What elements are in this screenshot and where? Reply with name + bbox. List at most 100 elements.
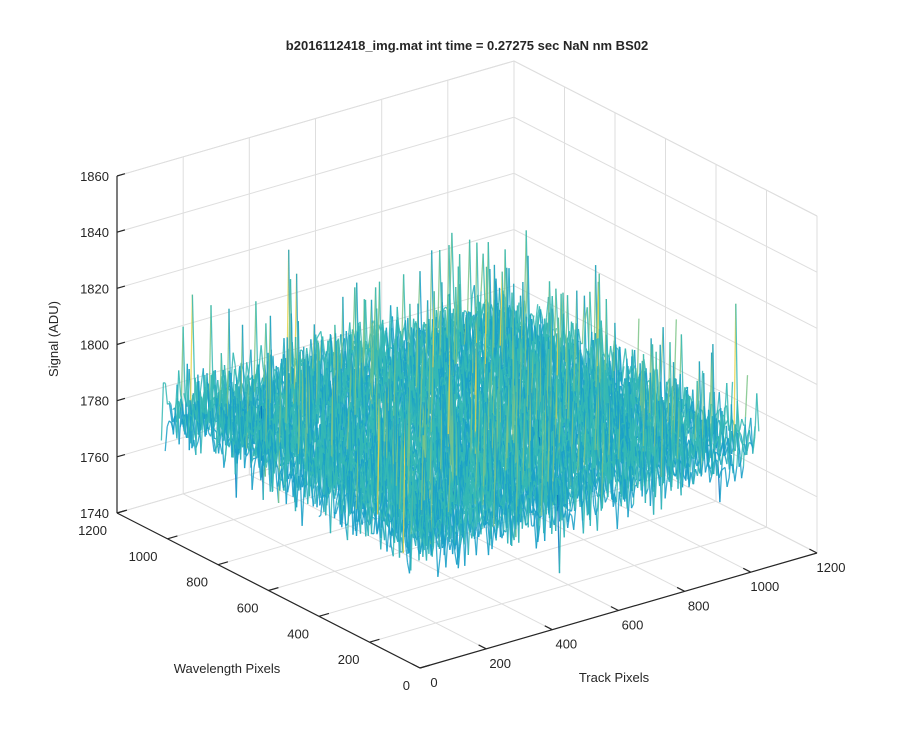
surface-strand (252, 457, 256, 460)
surface-strand (478, 301, 481, 304)
surface-strand (240, 403, 245, 410)
surface-strand (518, 321, 522, 331)
surface-mesh (160, 230, 760, 577)
surface-strand (198, 398, 202, 454)
surface-strand (209, 410, 213, 436)
surface-strand (505, 334, 510, 346)
surface-strand (178, 411, 182, 445)
surface-strand (190, 404, 195, 432)
surface-strand (428, 318, 432, 347)
surface-strand (200, 418, 204, 454)
surface-strand (180, 395, 184, 405)
surface-strand (402, 360, 407, 381)
grid-line-z (116, 228, 818, 385)
surface-strand (451, 328, 455, 360)
surface-strand (204, 375, 208, 421)
surface-strand (423, 321, 427, 330)
surface-strand (469, 315, 473, 331)
surface-strand (168, 400, 172, 405)
surface-strand (194, 410, 198, 420)
surface-strand (246, 362, 250, 376)
surface-strand (212, 370, 217, 394)
surface-strand (193, 377, 198, 405)
surface-strand (175, 401, 180, 433)
surface-strand (258, 345, 262, 368)
surface-strand (205, 415, 210, 425)
surface-strand (378, 281, 383, 379)
surface-strand (514, 305, 519, 340)
surface-strand (449, 308, 453, 360)
surface-strand (294, 336, 299, 399)
surface-strand (211, 435, 215, 452)
surface-strand (221, 432, 225, 468)
surface-strand (217, 436, 222, 454)
surface-strand (516, 330, 520, 333)
grid-line-z (116, 116, 818, 273)
surface-strand (412, 318, 417, 337)
surface-strand (400, 335, 404, 344)
surface-strand (189, 294, 194, 413)
surface-strand (232, 352, 236, 366)
surface-strand (251, 375, 256, 433)
surface-strand (381, 355, 385, 377)
surface-strand (183, 393, 187, 404)
surface-strand (186, 363, 190, 451)
surface-strand (228, 308, 232, 429)
surface-strand (451, 232, 455, 301)
surface-strand (164, 426, 168, 452)
surface-strand (489, 268, 493, 348)
surface-strand (444, 330, 448, 339)
surface-strand (482, 253, 486, 308)
surface-strand (345, 367, 349, 376)
surface-strand (160, 382, 165, 441)
surface-strand (202, 413, 207, 421)
surface-strand (364, 299, 369, 355)
surface-strand (359, 321, 363, 351)
grid-line-z (116, 60, 818, 217)
surface-strand (446, 245, 450, 338)
surface-strand (204, 425, 208, 437)
surface-strand (367, 367, 371, 370)
surface-strand (177, 401, 182, 408)
surface-strand (399, 331, 404, 360)
surface-strand (391, 316, 396, 352)
surface-strand (273, 388, 277, 418)
surface-strand (419, 346, 423, 364)
surface-strand (396, 306, 400, 333)
surface-strand (164, 383, 169, 405)
surface-strand (187, 380, 191, 415)
surface-strand (530, 313, 534, 317)
surface-strand (321, 336, 326, 354)
surface-strand (244, 362, 248, 398)
surface-strand (347, 356, 352, 379)
surface-strand (464, 310, 467, 313)
surface-strand (214, 429, 218, 433)
surface-strand (493, 264, 498, 369)
surface-strand (256, 364, 261, 397)
surface-strand (292, 401, 296, 415)
surface-strand (437, 310, 442, 329)
surface-strand (211, 408, 216, 440)
surface-strand (214, 393, 218, 399)
surface-strand (192, 394, 196, 403)
surface-strand (202, 375, 206, 419)
surface-strand (287, 279, 292, 372)
surface-strand (170, 404, 174, 422)
surface-strand (220, 353, 224, 402)
surface-strand (176, 407, 180, 439)
surface-strand (196, 419, 200, 424)
surface-strand (437, 249, 441, 336)
surface-strand (316, 334, 320, 339)
surface-strand (182, 326, 186, 398)
surface-strand (216, 415, 221, 448)
surface-strand (260, 345, 264, 368)
surface-strand (222, 410, 227, 446)
surface-strand (216, 404, 220, 414)
box-top-edge (116, 60, 818, 217)
surface-strand (205, 413, 210, 433)
surface-strand (342, 375, 346, 380)
surface-strand (336, 402, 340, 405)
surface-strand (215, 415, 219, 454)
surface-strand (178, 370, 182, 396)
